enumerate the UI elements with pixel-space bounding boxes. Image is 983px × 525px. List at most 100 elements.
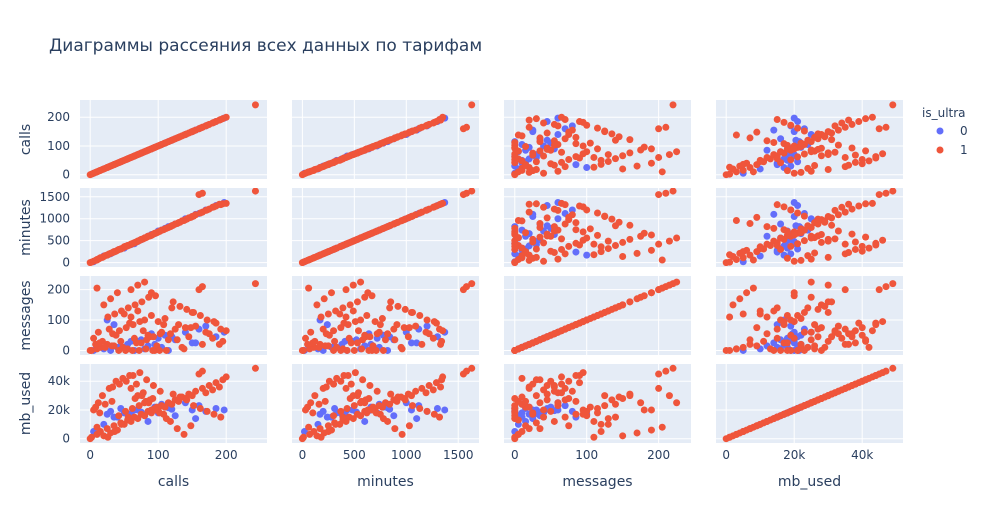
points-group <box>86 101 259 179</box>
point-series-1 <box>746 336 754 344</box>
point-series-1 <box>790 169 798 177</box>
point-series-0 <box>572 248 580 256</box>
point-series-1 <box>611 413 619 421</box>
point-series-1 <box>169 136 177 144</box>
point-series-1 <box>511 346 519 354</box>
panel-minutes-vs-minutes <box>292 188 479 267</box>
point-series-1 <box>543 396 551 404</box>
point-series-1 <box>364 289 372 297</box>
point-series-1 <box>879 369 887 377</box>
point-series-1 <box>161 315 169 323</box>
point-series-1 <box>299 433 307 441</box>
point-series-1 <box>633 429 641 437</box>
point-series-1 <box>378 403 386 411</box>
point-series-1 <box>161 403 169 411</box>
point-series-1 <box>729 301 737 309</box>
point-series-0 <box>763 232 771 240</box>
point-series-1 <box>350 402 358 410</box>
point-series-1 <box>800 150 808 158</box>
point-series-1 <box>558 380 566 388</box>
point-series-1 <box>647 246 655 254</box>
legend-entry-1[interactable]: 1 <box>936 143 968 157</box>
panel-minutes-vs-mb_used <box>716 188 903 267</box>
point-series-0 <box>763 146 771 154</box>
point-series-1 <box>875 125 883 133</box>
y-tick-label: 500 <box>47 234 70 248</box>
point-series-1 <box>138 298 146 306</box>
point-series-1 <box>726 163 734 171</box>
point-series-1 <box>365 394 373 402</box>
point-series-1 <box>134 415 142 423</box>
point-series-1 <box>669 188 677 195</box>
point-series-1 <box>436 116 444 124</box>
point-series-1 <box>354 327 362 335</box>
point-series-1 <box>821 218 829 226</box>
point-series-1 <box>536 399 544 407</box>
point-series-1 <box>640 406 648 414</box>
point-series-1 <box>141 412 149 420</box>
point-series-1 <box>550 161 558 169</box>
point-series-1 <box>357 412 365 420</box>
point-series-1 <box>169 390 177 398</box>
point-series-1 <box>351 369 359 377</box>
point-series-1 <box>848 333 856 341</box>
point-series-1 <box>543 382 551 390</box>
point-series-1 <box>821 133 829 141</box>
point-series-1 <box>347 339 355 347</box>
x-tick-label: 100 <box>575 448 598 462</box>
point-series-1 <box>845 340 853 348</box>
point-series-1 <box>149 333 157 341</box>
point-series-1 <box>637 399 645 407</box>
point-series-1 <box>149 382 157 390</box>
point-series-0 <box>568 206 576 214</box>
point-series-1 <box>525 403 533 411</box>
point-series-1 <box>437 340 445 348</box>
point-series-0 <box>407 339 415 347</box>
point-series-1 <box>400 324 408 332</box>
point-series-1 <box>862 147 870 155</box>
point-series-1 <box>196 124 204 132</box>
point-series-1 <box>558 148 566 156</box>
point-series-1 <box>222 113 230 121</box>
y-tick-label: 0 <box>62 432 70 446</box>
point-series-1 <box>468 101 476 109</box>
point-series-1 <box>800 328 808 336</box>
point-series-1 <box>309 409 317 417</box>
point-series-1 <box>797 340 805 348</box>
legend-entry-0[interactable]: 0 <box>936 124 968 138</box>
point-series-1 <box>416 124 424 132</box>
point-series-1 <box>217 413 225 421</box>
point-series-1 <box>122 242 130 250</box>
legend-label: 1 <box>960 143 968 157</box>
point-series-1 <box>147 289 155 297</box>
point-series-1 <box>604 415 612 423</box>
point-series-1 <box>416 405 424 413</box>
point-series-1 <box>889 280 897 288</box>
point-series-1 <box>579 203 587 211</box>
point-series-1 <box>824 151 832 159</box>
point-series-1 <box>831 206 839 214</box>
point-series-1 <box>590 240 598 248</box>
panel-minutes-vs-calls: 0 500 1000 1500 <box>39 188 267 270</box>
point-series-1 <box>124 304 132 312</box>
point-series-1 <box>391 336 399 344</box>
point-series-1 <box>739 248 747 256</box>
point-series-1 <box>209 386 217 394</box>
point-series-1 <box>558 327 566 335</box>
point-series-1 <box>594 405 601 413</box>
point-series-1 <box>800 212 808 220</box>
point-series-1 <box>135 346 143 354</box>
point-series-1 <box>525 116 533 124</box>
point-series-1 <box>337 377 345 385</box>
point-series-1 <box>322 330 330 338</box>
point-series-1 <box>321 342 329 350</box>
point-series-1 <box>529 409 537 417</box>
point-series-1 <box>783 346 791 354</box>
point-series-1 <box>783 339 791 347</box>
point-series-1 <box>673 399 681 407</box>
point-series-1 <box>872 321 880 329</box>
point-series-1 <box>824 237 832 245</box>
point-series-1 <box>332 420 340 428</box>
point-series-1 <box>865 157 873 165</box>
point-series-1 <box>615 393 623 401</box>
